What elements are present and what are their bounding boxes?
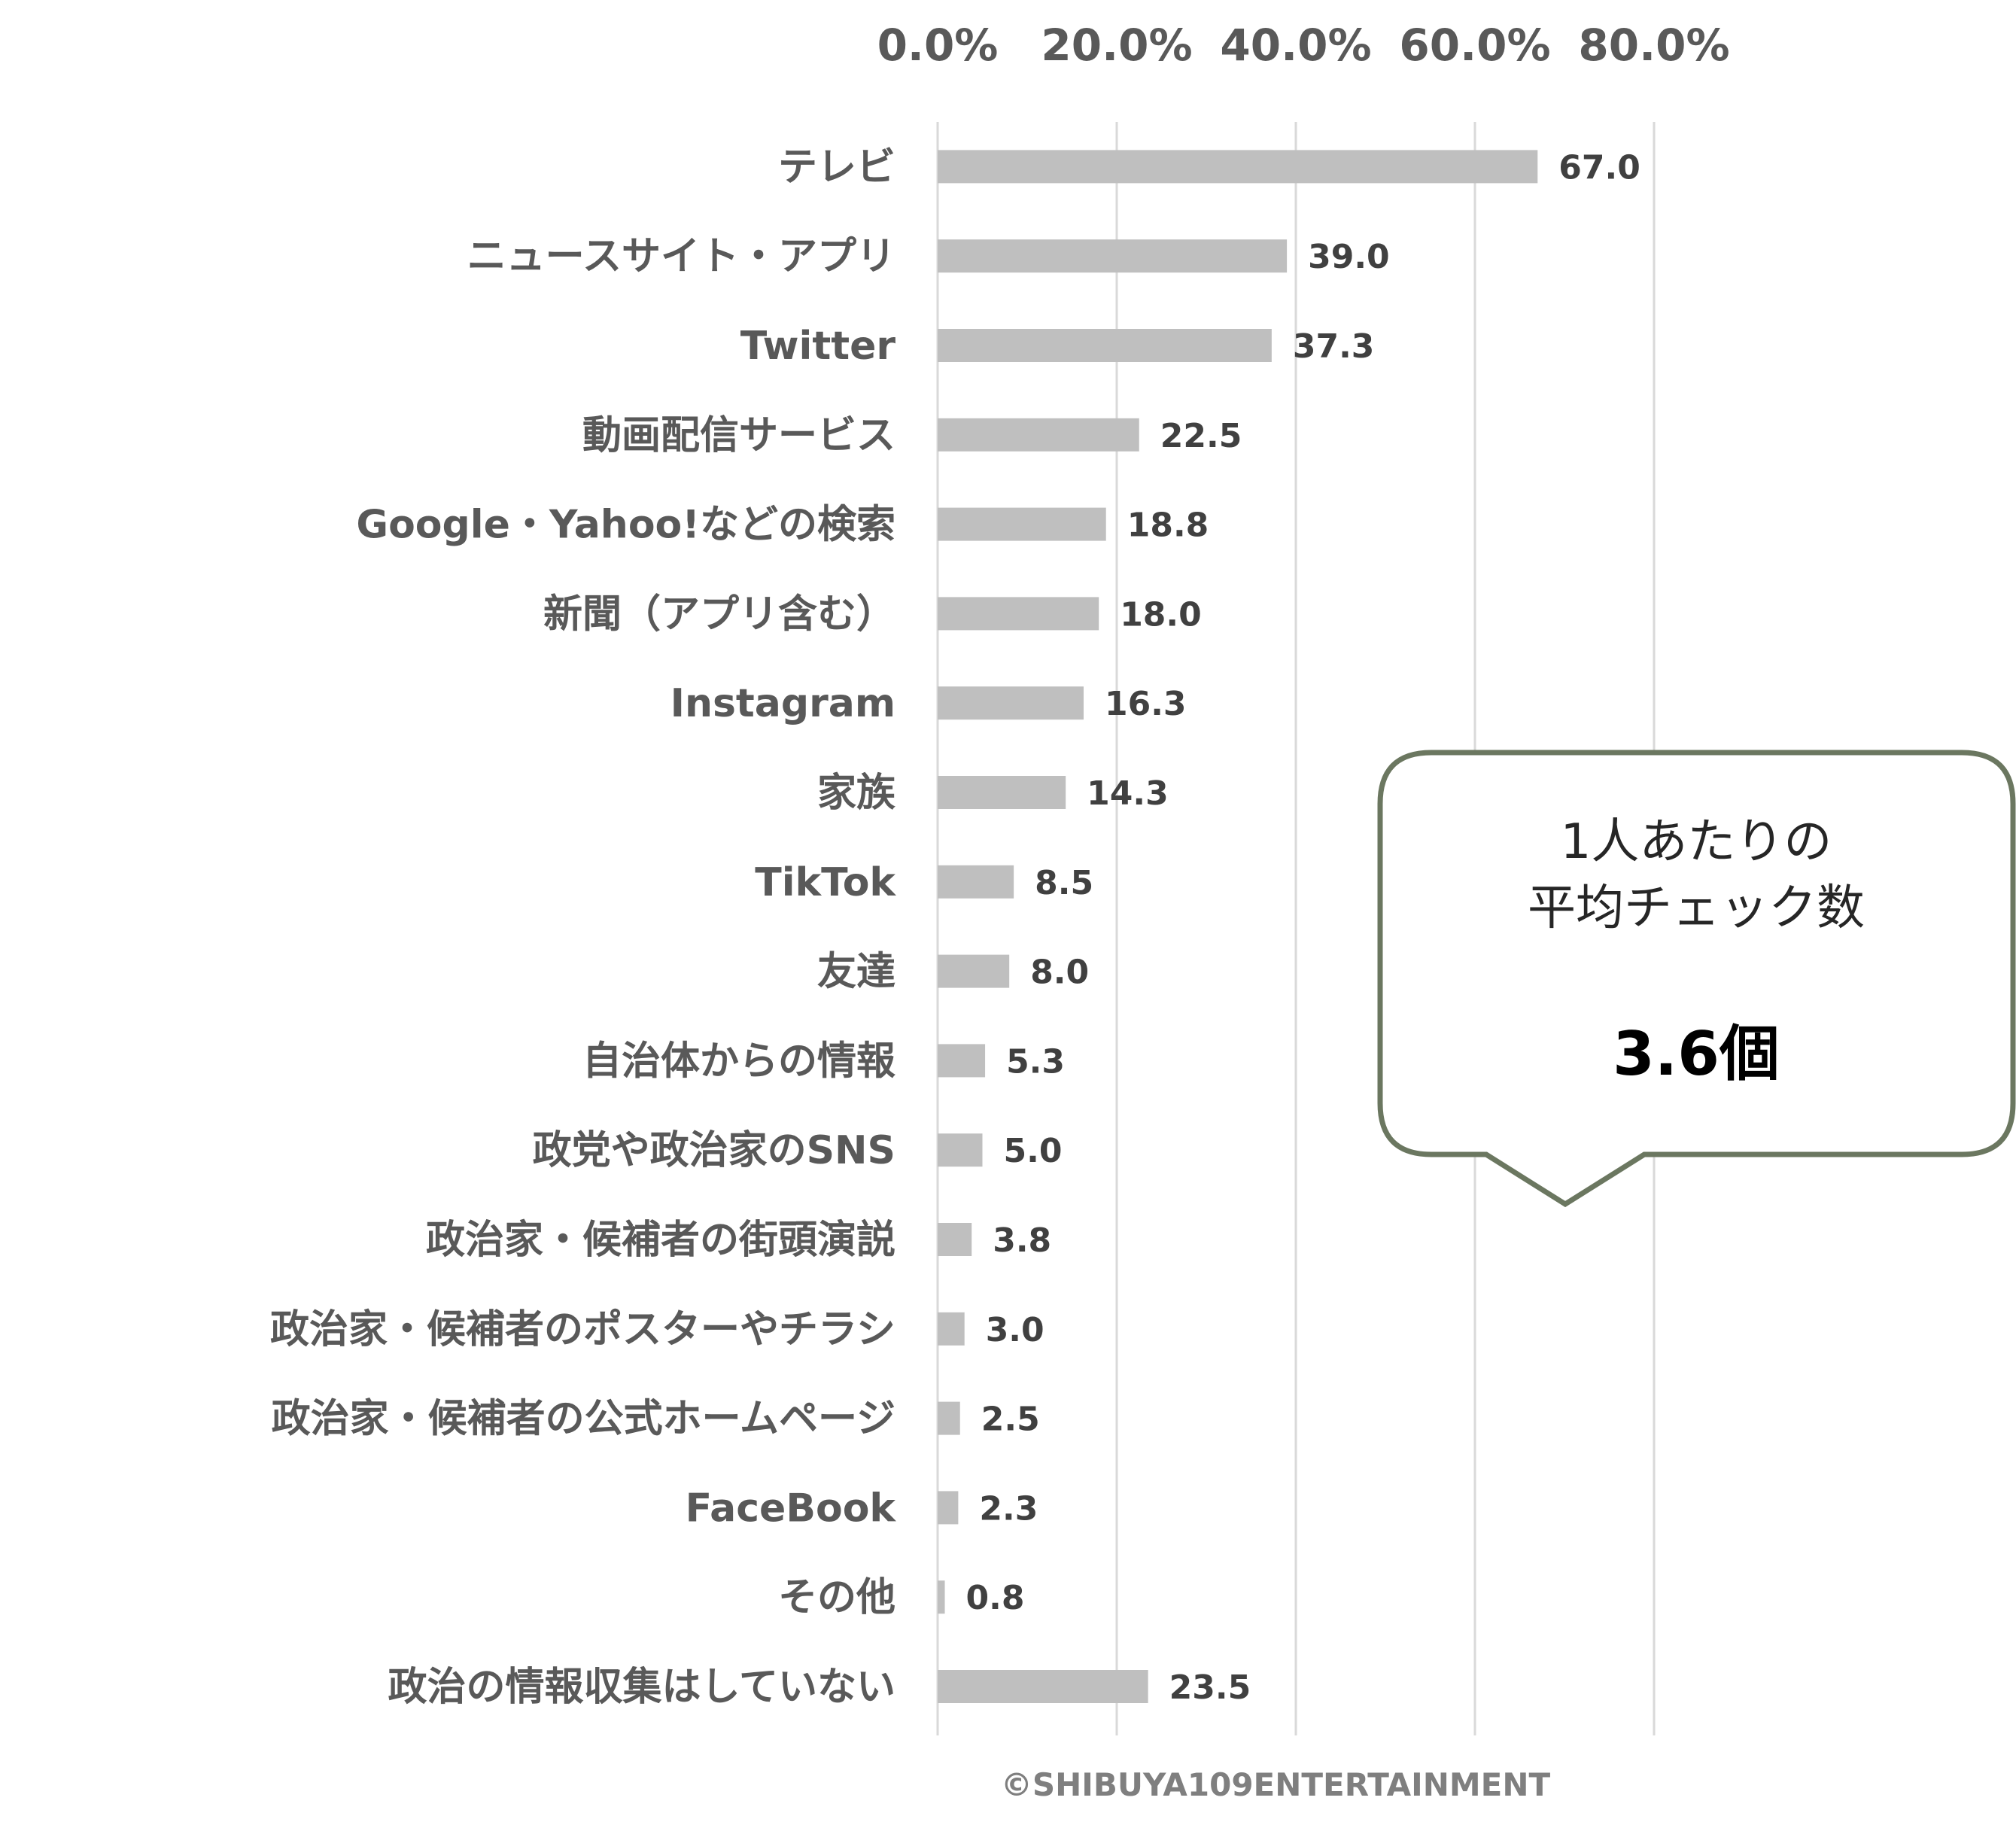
- x-tick-label: 0.0%: [877, 20, 999, 71]
- data-label: 8.0: [1030, 954, 1089, 992]
- bar: [938, 865, 1014, 899]
- bar: [938, 1670, 1148, 1703]
- copyright-text: ©SHIBUYA109ENTERTAINMENT: [1001, 1766, 1551, 1803]
- data-label: 2.3: [979, 1489, 1038, 1528]
- bar: [938, 1223, 972, 1256]
- category-label: FaceBook: [686, 1486, 897, 1531]
- data-label: 39.0: [1308, 238, 1390, 276]
- category-label: 家族: [817, 771, 895, 816]
- category-label: その他: [778, 1575, 895, 1620]
- data-label: 3.8: [993, 1221, 1051, 1260]
- data-label: 18.8: [1127, 506, 1209, 545]
- category-label: ニュースサイト・アプリ: [467, 234, 895, 279]
- category-label: 政治の情報収集はしていない: [388, 1665, 895, 1710]
- bar: [938, 150, 1538, 184]
- data-label: 8.5: [1035, 864, 1093, 902]
- bar: [938, 507, 1106, 541]
- category-label: Instagram: [670, 681, 895, 726]
- category-label: Google・Yahoo!などの検索: [356, 503, 895, 548]
- bar: [938, 239, 1288, 273]
- category-label: 友達: [817, 950, 895, 995]
- data-label: 18.0: [1120, 595, 1202, 634]
- x-tick-label: 40.0%: [1220, 20, 1371, 71]
- category-label: 政党や政治家のSNS: [533, 1128, 895, 1173]
- category-label: 政治家・候補者のポスターやチラシ: [270, 1307, 895, 1352]
- category-label: 政治家・候補者の公式ホームページ: [272, 1397, 895, 1442]
- x-axis-ticks: 0.0% 20.0% 40.0% 60.0% 80.0%: [877, 20, 1730, 71]
- bar: [938, 418, 1139, 452]
- bar: [938, 597, 1099, 631]
- bar: [938, 686, 1084, 720]
- data-label: 23.5: [1169, 1668, 1251, 1707]
- category-label: Twitter: [740, 324, 896, 369]
- category-label: 政治家・候補者の街頭演説: [426, 1218, 895, 1263]
- data-label: 0.8: [966, 1579, 1025, 1617]
- bar: [938, 1044, 986, 1078]
- bar: [938, 329, 1272, 362]
- data-label: 14.3: [1087, 774, 1169, 813]
- callout-bubble: [1377, 750, 2016, 1208]
- callout-value: 3.6個: [1613, 1019, 1780, 1089]
- bar: [938, 954, 1010, 988]
- x-tick-label: 20.0%: [1041, 20, 1192, 71]
- category-label: 新聞（アプリ含む）: [543, 592, 895, 637]
- category-label: 動画配信サービス: [582, 413, 895, 458]
- bars: [938, 150, 1538, 1703]
- data-label: 5.0: [1004, 1132, 1063, 1170]
- bar: [938, 1401, 960, 1435]
- data-label: 3.0: [986, 1311, 1044, 1349]
- category-label: テレビ: [778, 144, 895, 190]
- data-label: 37.3: [1293, 327, 1375, 366]
- callout-line1: 1人あたりの: [1561, 814, 1832, 870]
- bar: [938, 776, 1066, 809]
- x-tick-label: 80.0%: [1578, 20, 1729, 71]
- bar: [938, 1133, 983, 1167]
- bar: [938, 1580, 945, 1614]
- data-label: 22.5: [1160, 417, 1242, 455]
- bar: [938, 1312, 965, 1346]
- callout-line2: 平均チェック数: [1528, 881, 1865, 936]
- data-labels: 67.0 39.0 37.3 22.5 18.8 18.0 16.3 14.3 8.5 8.0 5.…: [966, 148, 1640, 1707]
- data-label: 5.3: [1006, 1042, 1065, 1081]
- bar: [938, 1491, 959, 1525]
- data-label: 16.3: [1105, 685, 1187, 723]
- data-label: 2.5: [981, 1401, 1040, 1439]
- category-label: 自治体からの情報: [582, 1039, 895, 1084]
- x-tick-label: 60.0%: [1399, 20, 1550, 71]
- data-label: 67.0: [1558, 148, 1640, 187]
- callout: 1人あたりの 平均チェック数 3.6個: [1377, 750, 2016, 1208]
- category-label: TikTok: [755, 860, 896, 905]
